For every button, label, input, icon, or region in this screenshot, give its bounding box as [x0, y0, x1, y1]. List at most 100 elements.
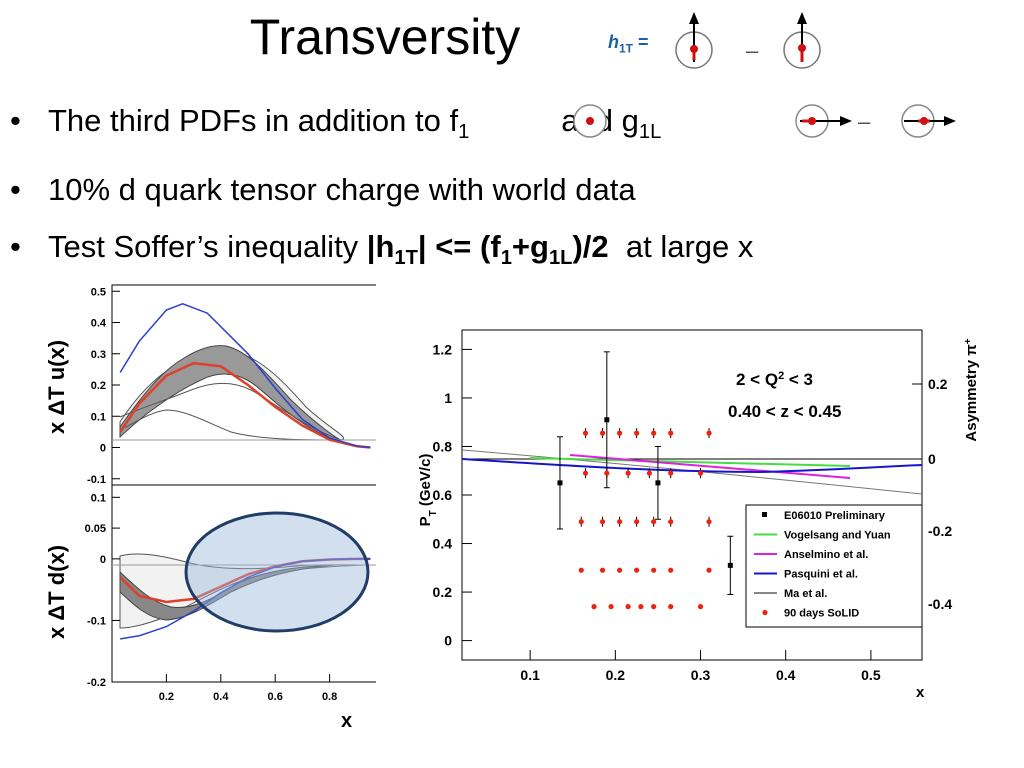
solid-point	[668, 470, 674, 476]
solid-point	[706, 519, 712, 525]
e06010-points	[556, 351, 734, 595]
x-tick-label: 0.2	[606, 667, 626, 683]
solid-point	[625, 604, 631, 610]
y-tick-label: 0.4	[91, 318, 107, 330]
bullet-item: • 10% d quark tensor charge with world da…	[10, 172, 636, 208]
y-tick-label: 1.2	[433, 341, 453, 357]
solid-point	[668, 519, 674, 525]
legend: E06010 Preliminary Vogelsang and Yuan Anse…	[745, 504, 923, 628]
x-ticks: 0.1 0.2 0.3 0.4 0.5	[520, 650, 881, 683]
solid-point	[634, 430, 640, 436]
top-y-ticks: 0.5 0.4 0.3 0.2 0.1 0 -0.1	[87, 286, 120, 486]
transverse-spin-down-icon	[783, 12, 821, 69]
x-axis-title: x	[916, 684, 925, 701]
legend-label: Ma et al.	[784, 588, 827, 600]
y2-tick-label: -0.4	[928, 596, 952, 612]
solid-point	[599, 567, 606, 573]
z-range-label: 0.40 < z < 0.45	[728, 402, 841, 421]
y-tick-label: 0.1	[91, 492, 106, 504]
solid-point	[599, 430, 606, 436]
legend-label: Vogelsang and Yuan	[784, 530, 891, 542]
solid-point	[604, 470, 610, 476]
pasquini-curve	[461, 458, 923, 474]
highlight-ellipse	[184, 511, 370, 633]
bullet-list: •The third PDFs in addition to f1and g1L…	[10, 92, 753, 287]
x-tick-label: 0.6	[268, 691, 283, 703]
solid-point	[616, 430, 623, 436]
x-tick-label: 0.2	[159, 691, 174, 703]
y2-tick-label: -0.2	[928, 523, 952, 539]
legend-label: 90 days SoLID	[784, 608, 859, 620]
solid-point	[608, 604, 614, 610]
solid-point	[582, 470, 589, 476]
h1t-spin-diagram: –	[675, 12, 821, 69]
bottom-x-ticks: 0.20.40.60.81	[159, 674, 337, 703]
u-central-curve	[119, 361, 371, 449]
y-tick-label: 0.2	[433, 584, 453, 600]
y-tick-label: -0.2	[87, 677, 106, 689]
bottom-y-axis-title: x ΔT d(x)	[44, 545, 69, 639]
y-axis-title: PT (GeV/c)	[417, 454, 439, 527]
f1-unpolarized-icon	[573, 104, 607, 138]
solid-point	[578, 567, 584, 573]
slide-title: Transversity	[249, 9, 521, 65]
y-tick-label: 0.8	[433, 438, 453, 454]
solid-point	[646, 470, 653, 476]
bottom-x-axis-title: x	[341, 710, 352, 732]
y-tick-label: 0.6	[433, 487, 453, 503]
y-tick-label: 0	[444, 633, 452, 649]
h1t-label: h1T =	[608, 32, 649, 56]
bullet-item: •The third PDFs in addition to f1and g1L	[10, 103, 662, 144]
left-y-ticks: 1.2 1 0.8 0.6 0.4 0.2 0	[433, 341, 472, 649]
solid-points	[578, 428, 712, 610]
g1l-helicity-diagram: –	[795, 104, 956, 138]
model-curves	[461, 449, 923, 495]
solid-point	[668, 604, 674, 610]
anselmino-curve	[569, 454, 851, 479]
solid-point	[616, 567, 623, 573]
vogelsang-yuan-curve	[529, 457, 851, 467]
x-tick-label: 0.5	[861, 667, 881, 683]
ma-curve	[461, 449, 923, 495]
solid-point	[651, 567, 657, 573]
longitudinal-spin-left-icon	[901, 104, 956, 138]
solid-point	[651, 519, 657, 525]
legend-label: Pasquini et al.	[784, 569, 858, 581]
y-tick-label: 0.05	[85, 523, 106, 535]
y-tick-label: -0.1	[87, 615, 106, 627]
pt-vs-x-chart: 1.2 1 0.8 0.6 0.4 0.2 0 0.1 0.2 0.3 0.4 0.5 0.2 0 -0…	[417, 329, 981, 701]
solid-point	[706, 567, 712, 573]
e06010-point	[557, 480, 563, 486]
q2-range-label: 2 < Q2 < 3	[736, 370, 813, 389]
solid-point	[668, 567, 674, 573]
solid-point	[651, 430, 657, 436]
legend-marker	[762, 609, 768, 616]
x-tick-label: 0.4	[776, 667, 796, 683]
u-error-bands	[119, 345, 344, 441]
legend-label: E06010 Preliminary	[784, 510, 886, 522]
y2-axis-title: Asymmetry π+	[963, 338, 981, 441]
bottom-y-ticks: 0.1 0.05 0 -0.1 -0.2	[85, 492, 120, 689]
y-tick-label: 0.3	[91, 349, 106, 361]
e06010-point	[727, 562, 733, 568]
y2-tick-label: 0.2	[928, 376, 948, 392]
solid-point	[697, 470, 704, 476]
longitudinal-spin-right-icon	[795, 104, 852, 138]
solid-point	[634, 567, 640, 573]
solid-point	[651, 604, 657, 610]
solid-point	[706, 430, 712, 436]
solid-point	[625, 470, 631, 476]
transverse-spin-up-icon	[675, 12, 713, 69]
x-tick-label: 0.4	[213, 691, 229, 703]
y-tick-label: 0.5	[91, 286, 106, 298]
legend-label: Anselmino et al.	[784, 549, 868, 561]
bullet-item: • Test Soffer’s inequality |h1T| <= (f1+g…	[10, 229, 754, 270]
e06010-point	[604, 417, 610, 423]
transversity-ud-chart: 0.5 0.4 0.3 0.2 0.1 0 -0.1 0.1 0.05 0 -0.1 -0.2 0.…	[44, 284, 376, 732]
solid-point	[638, 604, 644, 610]
minus-sign: –	[746, 38, 759, 63]
solid-point	[599, 519, 606, 525]
solid-point	[578, 519, 584, 525]
x-tick-label: 0.1	[520, 667, 540, 683]
y-tick-label: 0.2	[91, 380, 106, 392]
